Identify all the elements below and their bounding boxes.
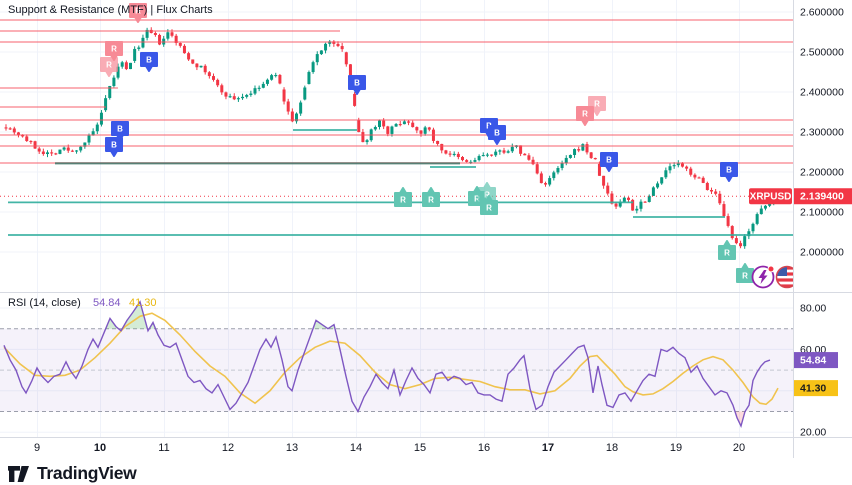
last-price-badge [794,188,852,205]
rsi-main-line [3,300,771,428]
svg-text:B: B [111,141,117,150]
price-tick-label: 2.000000 [800,247,844,259]
time-tick-label: 18 [606,442,618,454]
price-tick-label: 2.300000 [800,127,844,139]
price-tick-label: 2.400000 [800,87,844,99]
retest-marker: R [480,195,498,215]
time-tick-label: 11 [158,442,169,454]
symbol-badge [749,188,792,205]
grid-lines [0,0,793,437]
rsi-band [0,328,793,412]
time-tick-label: 9 [34,442,40,454]
svg-text:R: R [400,196,406,205]
retest-marker: R [478,182,496,202]
axes[interactable]: 2.600000 2.500000 2.400000 2.300000 2.200000… [0,0,852,459]
us-flag-event-icon[interactable] [775,265,799,289]
price-tick-label: 2.500000 [800,47,844,59]
time-tick-label: 10 [94,442,106,454]
current-price-line: XRPUSD [0,188,792,205]
rsi-value-badge [794,352,838,369]
rsi-tick-label: 80.00 [800,303,826,315]
time-tick-label: 16 [478,442,490,454]
rsi-ma-line [3,312,779,406]
indicator-title[interactable]: Support & Resistance (MTF) | Flux Charts [8,4,213,16]
time-tick-label: 15 [414,442,426,454]
price-tick-label: 2.600000 [800,7,844,19]
svg-text:B: B [146,56,152,65]
price-tick-label: 2.200000 [800,167,844,179]
svg-text:R: R [428,196,434,205]
svg-text:B: B [726,166,732,175]
svg-text:R: R [594,100,600,109]
tradingview-logo-mark [8,466,29,482]
svg-text:54.84: 54.84 [800,355,826,367]
time-tick-label: 13 [286,442,298,454]
buy-marker: B [600,152,618,172]
svg-text:41.30: 41.30 [800,383,826,395]
svg-text:R: R [111,45,117,54]
tradingview-logo-text: TradingView [37,463,137,483]
svg-text:B: B [606,156,612,165]
resistance-marker: R [129,3,147,23]
time-tick-label: 12 [222,442,234,454]
support-resistance-lines [0,19,793,236]
svg-text:B: B [354,79,360,88]
rsi-tick-label: 20.00 [800,427,826,439]
tradingview-logo[interactable]: TradingView [8,463,137,484]
buy-marker: B [348,75,366,95]
time-tick-label: 17 [542,442,554,454]
svg-text:R: R [484,191,490,200]
svg-text:R: R [742,272,748,281]
svg-text:XRPUSD: XRPUSD [750,192,792,203]
resistance-marker: R [100,57,118,77]
flux-lightning-icon[interactable] [751,265,775,289]
svg-text:B: B [494,129,500,138]
buy-marker: B [720,162,738,182]
svg-text:R: R [486,204,492,213]
svg-text:R: R [724,249,730,258]
price-tick-label: 2.100000 [800,207,844,219]
buy-marker: B [488,125,506,145]
buy-marker: B [105,137,123,157]
main-chart-svg[interactable]: XRPUSD RRRBBBBBBRRBBRRRRRRR 2.6000002.50… [0,0,852,459]
rsi-legend-ma-value: 41.30 [129,297,157,309]
rsi-curves [3,300,779,428]
signal-markers: RRRBBBBBBRRBBRRRRRRR [100,3,754,283]
time-tick-label: 14 [350,442,362,454]
resistance-marker: R [576,106,594,126]
svg-text:B: B [117,125,123,134]
time-axis[interactable] [0,438,852,458]
time-tick-label: 19 [670,442,682,454]
candlestick-series [4,27,780,249]
rsi-legend-title[interactable]: RSI (14, close) [8,297,81,309]
retest-marker: R [422,187,440,207]
chart-container[interactable]: XRPUSD RRRBBBBBBRRBBRRRRRRR 2.6000002.50… [0,0,852,459]
svg-text:R: R [135,7,141,16]
rsi-legend-value: 54.84 [93,297,121,309]
svg-text:R: R [582,110,588,119]
buy-marker: B [140,52,158,72]
svg-text:2.139400: 2.139400 [800,191,844,203]
time-tick-label: 20 [733,442,745,454]
event-icons[interactable] [751,265,799,289]
retest-marker: R [394,187,412,207]
rsi-ma-value-badge [794,380,838,397]
retest-marker: R [718,240,736,260]
svg-text:R: R [474,195,480,204]
svg-text:R: R [106,61,112,70]
